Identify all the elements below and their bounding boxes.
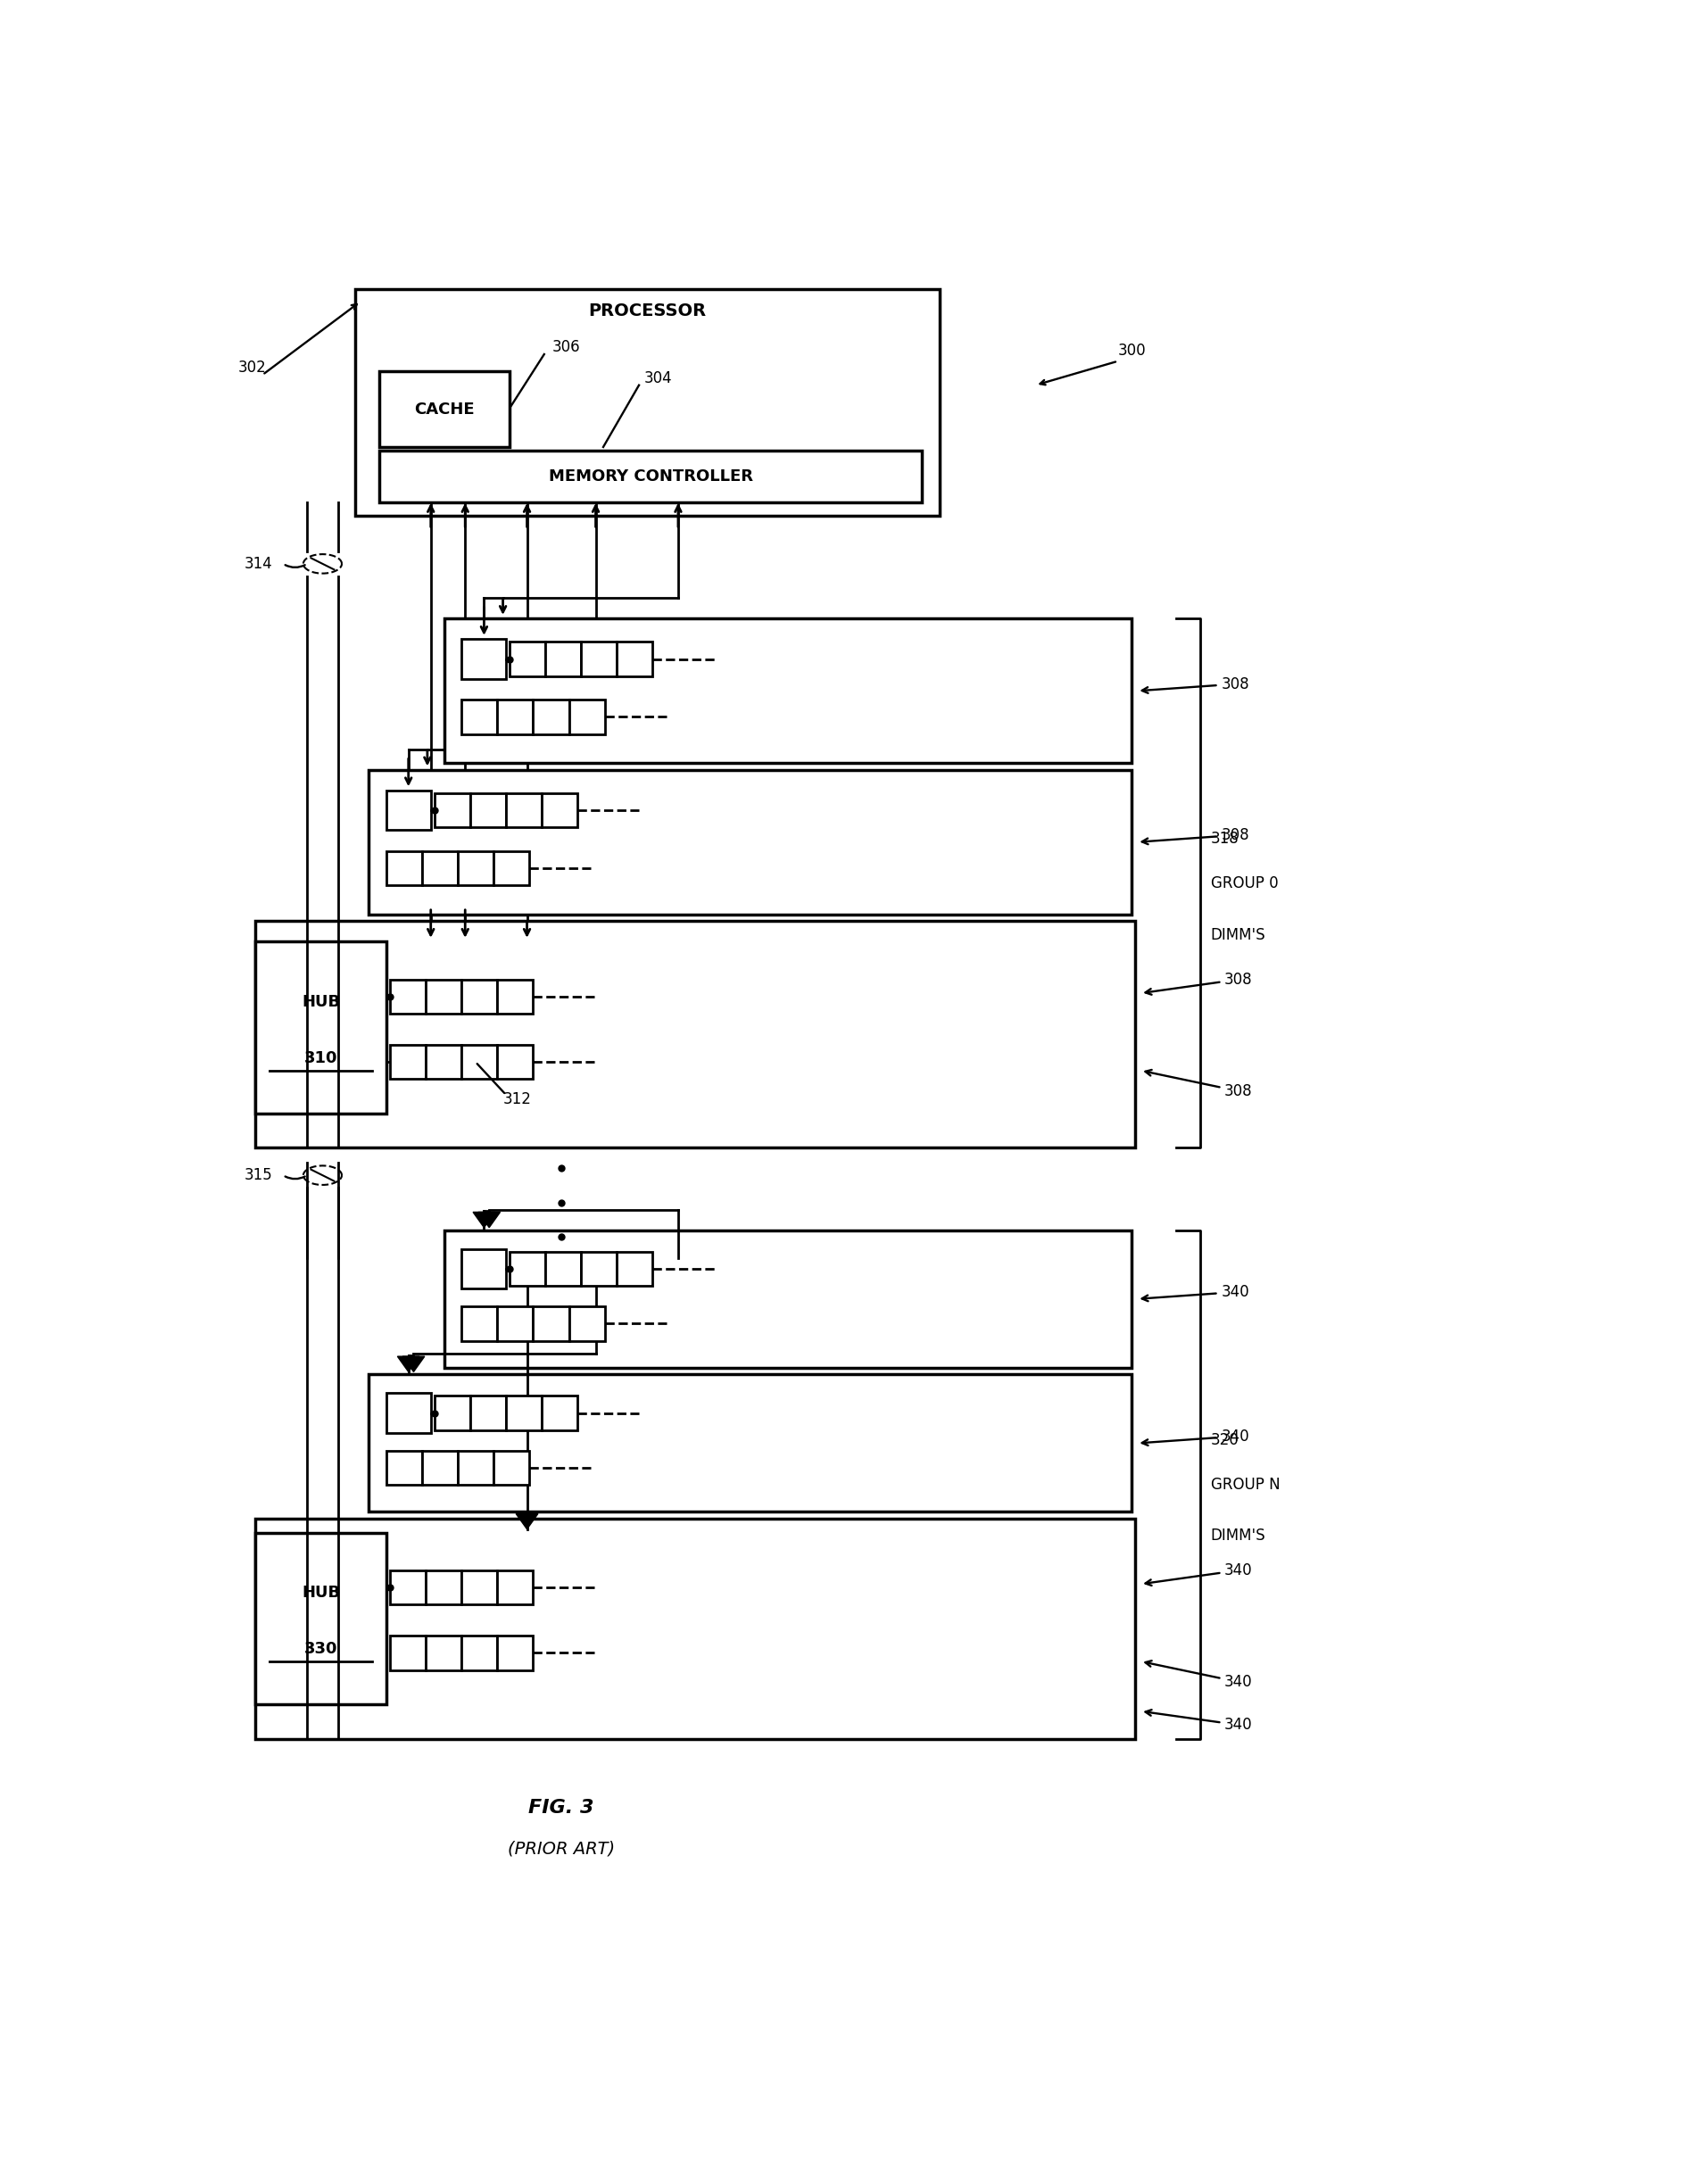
Bar (369, 1375, 1132, 1511)
Bar (256, 1520, 1136, 1738)
Text: 308: 308 (1146, 971, 1252, 995)
Bar (425, 1637, 461, 1669)
Text: 340: 340 (1143, 1284, 1249, 1302)
Text: 310: 310 (304, 1051, 338, 1066)
Bar (497, 1044, 533, 1079)
Bar (425, 979, 461, 1014)
Text: 302: 302 (239, 359, 266, 376)
Bar (386, 1451, 422, 1485)
Text: 314: 314 (244, 556, 273, 571)
Bar (494, 852, 529, 884)
Polygon shape (398, 1356, 420, 1371)
Text: 340: 340 (1146, 1710, 1252, 1734)
Bar (506, 1397, 541, 1431)
Bar (470, 793, 506, 828)
Bar (458, 852, 494, 884)
Bar (541, 1397, 577, 1431)
Bar (389, 979, 425, 1014)
Bar (509, 1252, 545, 1286)
Bar (355, 290, 939, 517)
Text: GROUP N: GROUP N (1211, 1477, 1279, 1492)
Bar (461, 1570, 497, 1604)
Bar (256, 943, 386, 1113)
Text: 312: 312 (502, 1092, 531, 1107)
Text: DIMM'S: DIMM'S (1211, 1529, 1266, 1544)
Polygon shape (478, 1213, 500, 1228)
Text: 340: 340 (1143, 1429, 1249, 1446)
Bar (461, 979, 497, 1014)
Text: 318: 318 (1211, 830, 1238, 848)
Bar (379, 450, 922, 502)
Text: 304: 304 (644, 370, 673, 387)
Bar (494, 1451, 529, 1485)
Text: DIMM'S: DIMM'S (1211, 927, 1266, 943)
Text: MEMORY CONTROLLER: MEMORY CONTROLLER (548, 469, 753, 484)
Bar (497, 700, 533, 735)
Text: 330: 330 (304, 1641, 338, 1658)
Polygon shape (403, 1356, 425, 1371)
Bar (497, 1570, 533, 1604)
Bar (425, 1570, 461, 1604)
Bar (434, 1397, 470, 1431)
Bar (386, 791, 430, 830)
Text: 340: 340 (1146, 1563, 1252, 1585)
Bar (569, 700, 605, 735)
Bar (458, 1451, 494, 1485)
Bar (379, 372, 509, 448)
Bar (386, 1392, 430, 1433)
Text: GROUP 0: GROUP 0 (1211, 876, 1278, 891)
Bar (461, 640, 506, 679)
Bar (497, 1637, 533, 1669)
Bar (569, 1306, 605, 1340)
Bar (389, 1570, 425, 1604)
Bar (617, 642, 652, 677)
Text: 340: 340 (1146, 1660, 1252, 1691)
Text: 308: 308 (1146, 1070, 1252, 1098)
Bar (386, 852, 422, 884)
Text: PROCESSOR: PROCESSOR (588, 303, 705, 320)
Bar (444, 618, 1132, 763)
Polygon shape (516, 1513, 538, 1529)
Bar (541, 793, 577, 828)
Text: FIG. 3: FIG. 3 (528, 1799, 594, 1816)
Text: 300: 300 (1117, 344, 1146, 359)
Text: 308: 308 (1143, 677, 1249, 694)
Bar (533, 700, 569, 735)
Bar (425, 1044, 461, 1079)
Bar (444, 1230, 1132, 1369)
Bar (581, 642, 617, 677)
Bar (434, 793, 470, 828)
Bar (470, 1397, 506, 1431)
Bar (461, 1044, 497, 1079)
Bar (461, 1637, 497, 1669)
Bar (461, 1306, 497, 1340)
Text: 306: 306 (552, 339, 581, 355)
Text: 308: 308 (1143, 828, 1249, 845)
Bar (422, 1451, 458, 1485)
Bar (422, 852, 458, 884)
Bar (389, 1637, 425, 1669)
Text: 320: 320 (1211, 1431, 1238, 1449)
Bar (581, 1252, 617, 1286)
Bar (461, 1250, 506, 1289)
Bar (497, 1306, 533, 1340)
Bar (461, 700, 497, 735)
Bar (256, 921, 1136, 1148)
Bar (509, 642, 545, 677)
Text: CACHE: CACHE (415, 402, 475, 417)
Bar (369, 770, 1132, 915)
Bar (617, 1252, 652, 1286)
Polygon shape (473, 1213, 495, 1228)
Bar (545, 1252, 581, 1286)
Text: (PRIOR ART): (PRIOR ART) (507, 1840, 615, 1857)
Text: HUB: HUB (302, 995, 340, 1010)
Text: 315: 315 (244, 1167, 273, 1183)
Bar (256, 1533, 386, 1704)
Bar (533, 1306, 569, 1340)
Bar (497, 979, 533, 1014)
Bar (506, 793, 541, 828)
Text: HUB: HUB (302, 1585, 340, 1600)
Bar (545, 642, 581, 677)
Bar (389, 1044, 425, 1079)
